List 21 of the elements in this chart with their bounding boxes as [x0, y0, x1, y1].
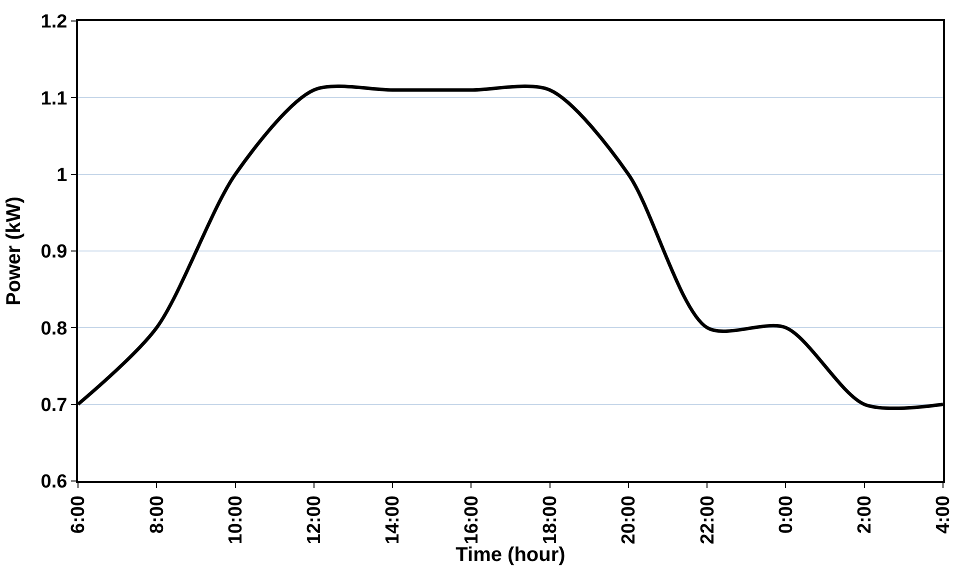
x-tick-label: 0:00	[776, 496, 797, 534]
x-tick-label: 8:00	[146, 496, 168, 534]
y-tick-label: 0.7	[40, 394, 68, 416]
x-tick-label: 14:00	[382, 496, 404, 544]
x-tick-label: 20:00	[618, 496, 640, 544]
x-tick-label: 22:00	[697, 496, 718, 544]
y-axis-title: Power (kW)	[2, 196, 25, 306]
y-tick-label: 0.8	[40, 318, 68, 340]
y-tick-label: 1.2	[40, 12, 68, 33]
x-tick-label: 2:00	[854, 496, 876, 534]
x-tick-label: 16:00	[461, 496, 482, 544]
x-tick-label: 12:00	[304, 496, 326, 544]
y-tick-label: 0.6	[40, 472, 68, 493]
x-tick-label: 18:00	[540, 496, 561, 544]
y-tick-label: 1	[56, 164, 68, 186]
y-tick-label: 0.9	[40, 242, 68, 263]
x-tick-label: 6:00	[68, 496, 90, 534]
x-tick-label: 10:00	[225, 496, 246, 544]
x-tick-label: 4:00	[933, 496, 954, 534]
x-axis-title: Time (hour)	[456, 544, 566, 566]
y-tick-label: 1.1	[40, 88, 68, 110]
